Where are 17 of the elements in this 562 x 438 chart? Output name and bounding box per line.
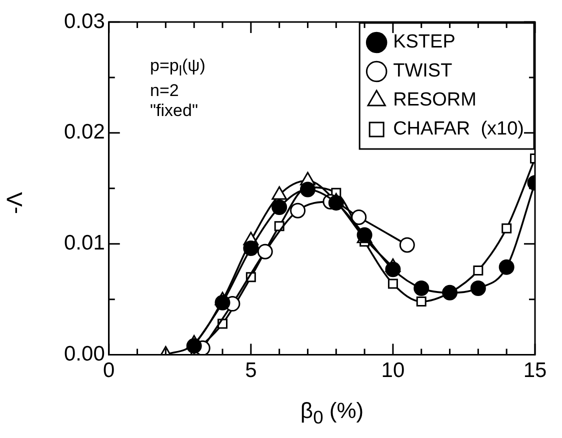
legend-label: TWIST (393, 60, 453, 82)
x-tick-label: 5 (245, 359, 257, 382)
annotation: n=2 (150, 81, 180, 102)
x-tick-label: 0 (103, 359, 115, 382)
y-tick-label: 0.01 (64, 232, 105, 255)
annotation: "fixed" (150, 101, 199, 122)
legend-label: RESORM (393, 90, 476, 111)
annotation: p=p$_{l}$(ψ) (150, 56, 206, 82)
y-tick-label: 0.03 (64, 10, 105, 33)
x-axis-title: β$_{0}$ (%) (299, 398, 365, 428)
y-axis-title: -Λ (2, 192, 28, 214)
x-tick-label: 10 (381, 359, 405, 382)
y-tick-label: 0.00 (64, 342, 105, 366)
x-tick-label: 15 (523, 359, 547, 382)
legend-label: KSTEP (393, 32, 456, 53)
y-tick-label: 0.02 (64, 120, 105, 144)
legend-label: CHAFAR (x10) (393, 118, 524, 140)
